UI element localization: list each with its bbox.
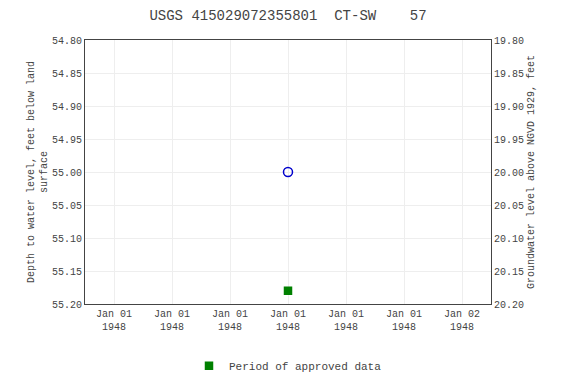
svg-text:Groundwater level above NGVD 1: Groundwater level above NGVD 1929, feet [526,55,537,289]
svg-text:Depth to water level, feet bel: Depth to water level, feet below landsur… [26,61,50,283]
svg-text:Jan 011948: Jan 011948 [270,309,306,333]
svg-text:Jan 011948: Jan 011948 [328,309,364,333]
svg-text:20.20: 20.20 [494,300,524,311]
svg-text:20.05: 20.05 [494,201,524,212]
svg-text:Jan 011948: Jan 011948 [212,309,248,333]
svg-text:USGS 415029072355801 CT-SW: USGS 415029072355801 CT-SW 57 [149,8,426,24]
svg-text:54.80: 54.80 [52,36,82,47]
svg-text:Jan 011948: Jan 011948 [386,309,422,333]
svg-text:Period of approved data: Period of approved data [229,361,381,373]
svg-text:55.05: 55.05 [52,201,82,212]
svg-text:Jan 011948: Jan 011948 [96,309,132,333]
svg-text:54.90: 54.90 [52,102,82,113]
svg-text:54.85: 54.85 [52,69,82,80]
svg-text:55.10: 55.10 [52,234,82,245]
svg-text:19.90: 19.90 [494,102,524,113]
svg-text:Jan 011948: Jan 011948 [154,309,190,333]
svg-text:Jan 021948: Jan 021948 [444,309,480,333]
svg-text:55.15: 55.15 [52,267,82,278]
svg-text:19.95: 19.95 [494,135,524,146]
svg-text:54.95: 54.95 [52,135,82,146]
svg-text:20.00: 20.00 [494,168,524,179]
svg-text:20.15: 20.15 [494,267,524,278]
svg-text:55.00: 55.00 [52,168,82,179]
svg-text:19.85: 19.85 [494,69,524,80]
svg-text:20.10: 20.10 [494,234,524,245]
svg-text:55.20: 55.20 [52,300,82,311]
svg-text:19.80: 19.80 [494,36,524,47]
